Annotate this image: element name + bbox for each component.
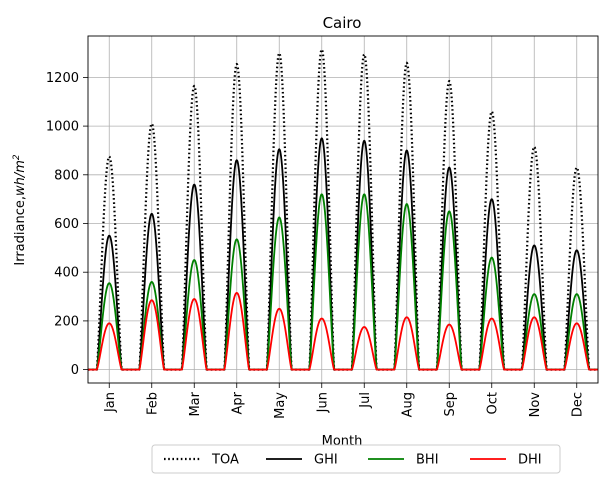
y-tick-label: 1200 <box>46 71 79 86</box>
x-tick-label: Apr <box>230 391 245 414</box>
y-axis-label: Irradiance,wh/m2 <box>12 154 28 266</box>
y-tick-label: 200 <box>54 314 79 329</box>
y-tick-label: 800 <box>54 168 79 183</box>
y-axis-label-unit: wh/m <box>13 160 28 196</box>
legend-label-dhi: DHI <box>518 453 542 468</box>
x-tick-label: Dec <box>570 392 585 417</box>
x-tick-label: Mar <box>188 391 203 416</box>
y-tick-label: 0 <box>71 363 79 378</box>
series-line-toa <box>87 48 599 371</box>
x-tick-label: Jun <box>315 392 330 413</box>
y-axis-label-main: Irradiance, <box>13 196 28 266</box>
legend-box <box>151 444 561 474</box>
x-tick-label: Nov <box>528 392 543 418</box>
x-tick-label: May <box>273 392 288 419</box>
x-tick-label: Jul <box>358 392 373 409</box>
y-axis-label-exponent: 2 <box>12 154 22 160</box>
x-tick-label: Sep <box>443 392 458 417</box>
legend-label-bhi: BHI <box>416 453 439 468</box>
x-tick-label: Oct <box>485 392 500 414</box>
axes: 0 200 400 600 800 1000 1200 Jan Feb Mar Apr May Jun J… <box>46 35 599 419</box>
x-tick-label: Aug <box>400 392 415 417</box>
series-line-bhi <box>87 193 599 371</box>
series-lines <box>87 48 599 371</box>
y-tick-label: 600 <box>54 217 79 232</box>
legend-label-toa: TOA <box>211 453 239 468</box>
y-tick-label: 1000 <box>46 120 79 135</box>
x-tick-label: Jan <box>103 392 118 413</box>
grid-lines <box>88 36 598 383</box>
y-tick-label: 400 <box>54 266 79 281</box>
chart-title: Cairo <box>323 14 362 32</box>
series-line-ghi <box>87 137 599 371</box>
x-tick-label: Feb <box>145 392 160 415</box>
series-line-dhi <box>87 291 599 371</box>
legend: TOA GHI BHI DHI <box>151 444 561 474</box>
plot-frame <box>87 35 599 384</box>
legend-label-ghi: GHI <box>314 453 338 468</box>
